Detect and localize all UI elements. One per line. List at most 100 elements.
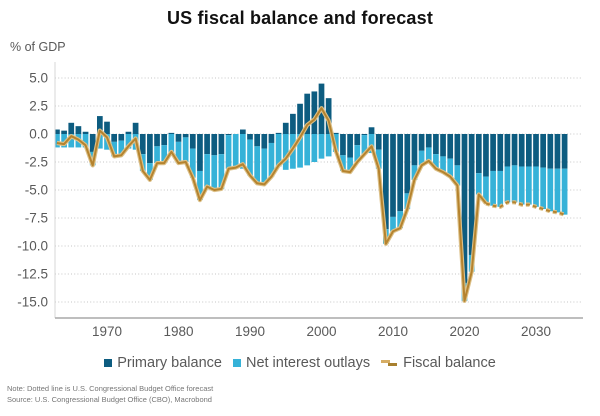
bar-primary-balance-2024	[490, 134, 496, 171]
bar-net-interest-2031	[540, 167, 546, 210]
bar-primary-balance-1972	[118, 134, 125, 141]
bar-primary-balance-2019	[454, 134, 461, 166]
bar-net-interest-1999	[311, 134, 318, 162]
bar-net-interest-2018	[447, 158, 454, 177]
bar-primary-balance-1996	[290, 113, 296, 134]
x-tick-label-1990: 1990	[235, 324, 265, 339]
y-tick-label-2.5: 2.5	[29, 99, 48, 114]
bar-net-interest-1986	[218, 154, 225, 189]
bar-net-interest-1988	[232, 134, 239, 168]
bar-primary-balance-2017	[440, 134, 446, 157]
bar-net-interest-2022	[475, 173, 482, 195]
chart-legend: Primary balance Net interest outlays Fis…	[0, 354, 600, 372]
bar-net-interest-2008	[375, 149, 382, 169]
bar-primary-balance-2028	[518, 134, 525, 167]
bar-primary-balance-2022	[475, 134, 482, 174]
fiscal-balance-line-marker	[381, 358, 398, 369]
bar-net-interest-1967	[82, 134, 89, 148]
bar-net-interest-2005	[354, 145, 361, 162]
legend-label-primary-balance: Primary balance	[117, 355, 222, 371]
x-tick-label-2020: 2020	[449, 324, 479, 339]
bar-primary-balance-1993	[268, 134, 275, 143]
footnote-source: Source: U.S. Congressional Budget Office…	[7, 395, 212, 404]
y-tick-label--10: -10.0	[17, 239, 48, 254]
bar-net-interest-2029	[526, 166, 532, 205]
bar-primary-balance-1987	[225, 134, 232, 136]
x-tick-label-2000: 2000	[306, 324, 336, 339]
bar-primary-balance-1964	[61, 130, 67, 134]
bar-primary-balance-2033	[554, 134, 561, 169]
primary-balance-swatch	[104, 359, 113, 367]
axes: 5.0 2.5 0.0 -2.5 -5.0 -7.5 -10.0 -12.5 -15.0 1970…	[17, 62, 583, 339]
bar-primary-balance-1991	[254, 134, 260, 147]
x-tick-label-2010: 2010	[378, 324, 408, 339]
bar-primary-balance-2013	[411, 134, 418, 166]
bar-net-interest-1987	[225, 135, 232, 169]
bar-net-interest-1984	[204, 154, 210, 187]
bar-primary-balance-2010	[390, 134, 396, 217]
bar-net-interest-2003	[340, 155, 346, 171]
bar-primary-balance-2025	[497, 134, 504, 171]
bar-net-interest-2011	[397, 211, 403, 229]
bar-primary-balance-2032	[547, 134, 554, 169]
bar-primary-balance-1982	[189, 134, 196, 149]
bar-primary-balance-2009	[383, 134, 389, 230]
bar-net-interest-1964	[61, 134, 67, 148]
bar-primary-balance-1977	[154, 134, 160, 147]
bar-primary-balance-1981	[182, 134, 189, 138]
bar-primary-balance-2016	[433, 134, 439, 155]
bar-net-interest-2019	[454, 165, 461, 186]
bar-net-interest-2032	[547, 168, 554, 212]
bar-net-interest-1965	[68, 134, 75, 148]
bar-primary-balance-2029	[526, 134, 532, 167]
bar-net-interest-1963	[55, 134, 60, 148]
y-tick-label--5: -5.0	[25, 183, 48, 198]
y-tick-label-5: 5.0	[29, 71, 48, 86]
bar-primary-balance-2012	[404, 134, 411, 194]
bar-net-interest-1990	[247, 139, 253, 176]
bar-primary-balance-2020	[461, 134, 468, 283]
bar-primary-balance-2006	[361, 134, 368, 136]
bar-net-interest-2001	[325, 134, 332, 157]
bar-primary-balance-1989	[240, 129, 246, 134]
bar-net-interest-1969	[97, 134, 103, 149]
y-tick-label--7.5: -7.5	[25, 211, 48, 226]
x-tick-label-2030: 2030	[521, 324, 551, 339]
bar-net-interest-1997	[297, 134, 303, 168]
bar-primary-balance-2034	[561, 134, 568, 169]
bar-primary-balance-2018	[447, 134, 454, 159]
bar-net-interest-2000	[318, 134, 325, 159]
bar-primary-balance-1965	[68, 122, 75, 134]
bar-net-interest-1972	[118, 140, 125, 156]
bar-net-interest-2027	[511, 165, 518, 203]
bar-net-interest-1982	[189, 148, 196, 178]
bar-net-interest-1989	[240, 134, 246, 169]
bar-net-interest-2024	[490, 170, 496, 206]
bar-primary-balance-1967	[82, 131, 89, 134]
bar-net-interest-1994	[275, 134, 282, 167]
bar-net-interest-2034	[561, 168, 568, 215]
bar-net-interest-1971	[111, 141, 117, 157]
x-tick-label-1970: 1970	[92, 324, 122, 339]
bar-net-interest-2010	[390, 216, 396, 232]
bar-primary-balance-2005	[354, 134, 361, 146]
bar-net-interest-1993	[268, 142, 275, 177]
legend-label-fiscal-balance: Fiscal balance	[403, 355, 496, 371]
legend-label-net-interest-outlays: Net interest outlays	[245, 355, 371, 371]
bar-primary-balance-2023	[483, 134, 489, 177]
bar-primary-balance-1998	[304, 93, 311, 134]
bar-net-interest-1980	[175, 141, 182, 164]
legend-item-primary-balance: Primary balance	[104, 355, 222, 371]
legend-item-net-interest-outlays: Net interest outlays	[232, 355, 371, 371]
bar-primary-balance-1995	[282, 122, 289, 134]
bar-primary-balance-1979	[168, 132, 175, 134]
bar-primary-balance-1969	[97, 116, 103, 134]
bar-net-interest-2014	[418, 150, 425, 166]
y-tick-label--15: -15.0	[17, 295, 48, 310]
bar-primary-balance-1973	[125, 131, 132, 134]
bar-net-interest-2013	[411, 165, 418, 180]
y-axis-unit-label: % of GDP	[10, 40, 66, 54]
bar-net-interest-1992	[261, 148, 268, 185]
bar-primary-balance-1980	[175, 134, 182, 142]
